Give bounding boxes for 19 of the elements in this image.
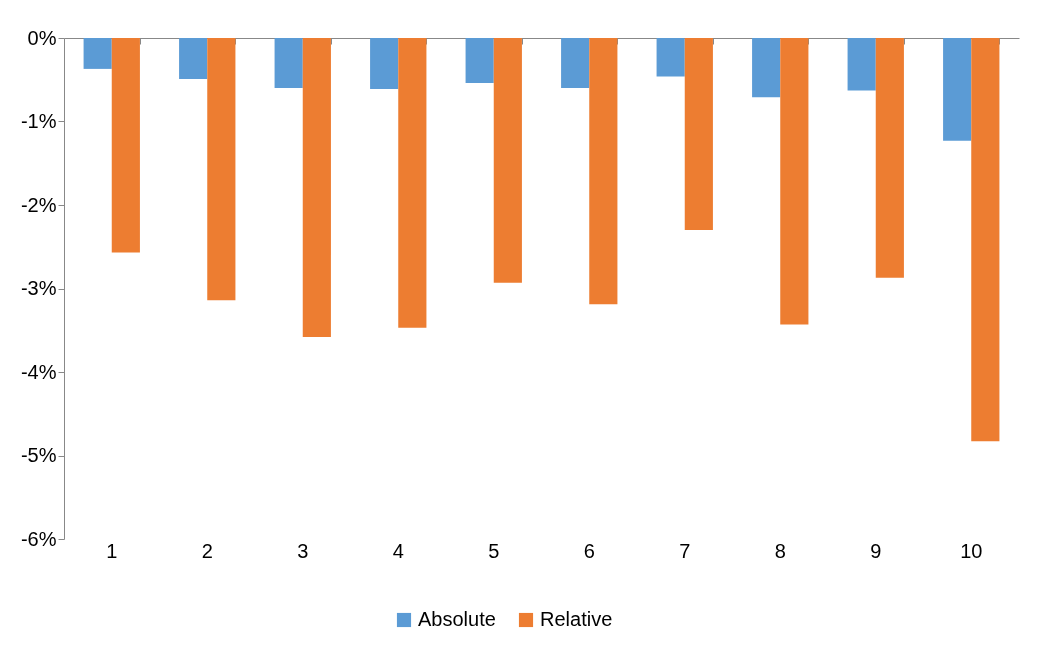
x-tick-label: 2 <box>201 539 213 562</box>
x-tick-label: 9 <box>870 539 882 562</box>
x-tick-label: 4 <box>392 539 404 562</box>
y-tick-label: -5% <box>20 444 57 466</box>
y-tick-label: -3% <box>20 277 57 299</box>
x-tick-label: 8 <box>774 539 786 562</box>
x-tick-label: 5 <box>488 539 500 562</box>
y-tick-label: -6% <box>20 527 57 550</box>
x-tick-label: 10 <box>960 539 983 562</box>
y-tick-label: -1% <box>20 110 57 132</box>
y-tick-label: 0% <box>27 26 57 49</box>
x-tick-label: 6 <box>583 539 595 562</box>
x-tick-label: 1 <box>106 539 118 562</box>
x-tick-label: 3 <box>297 539 309 562</box>
legend-label: Relative <box>540 608 613 630</box>
y-tick-label: -2% <box>20 193 57 216</box>
y-tick-label: -4% <box>20 360 57 383</box>
legend-label: Absolute <box>418 608 496 630</box>
x-tick-label: 7 <box>679 539 691 562</box>
